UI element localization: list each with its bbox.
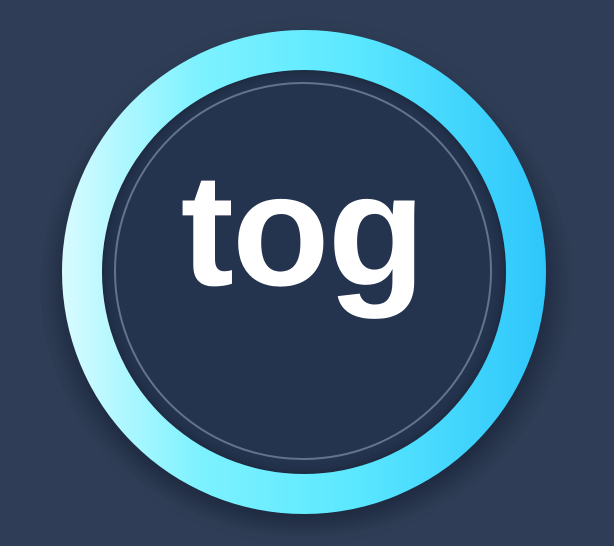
toggle-label: tog <box>180 140 426 319</box>
toggle-inner-outline <box>114 82 492 460</box>
